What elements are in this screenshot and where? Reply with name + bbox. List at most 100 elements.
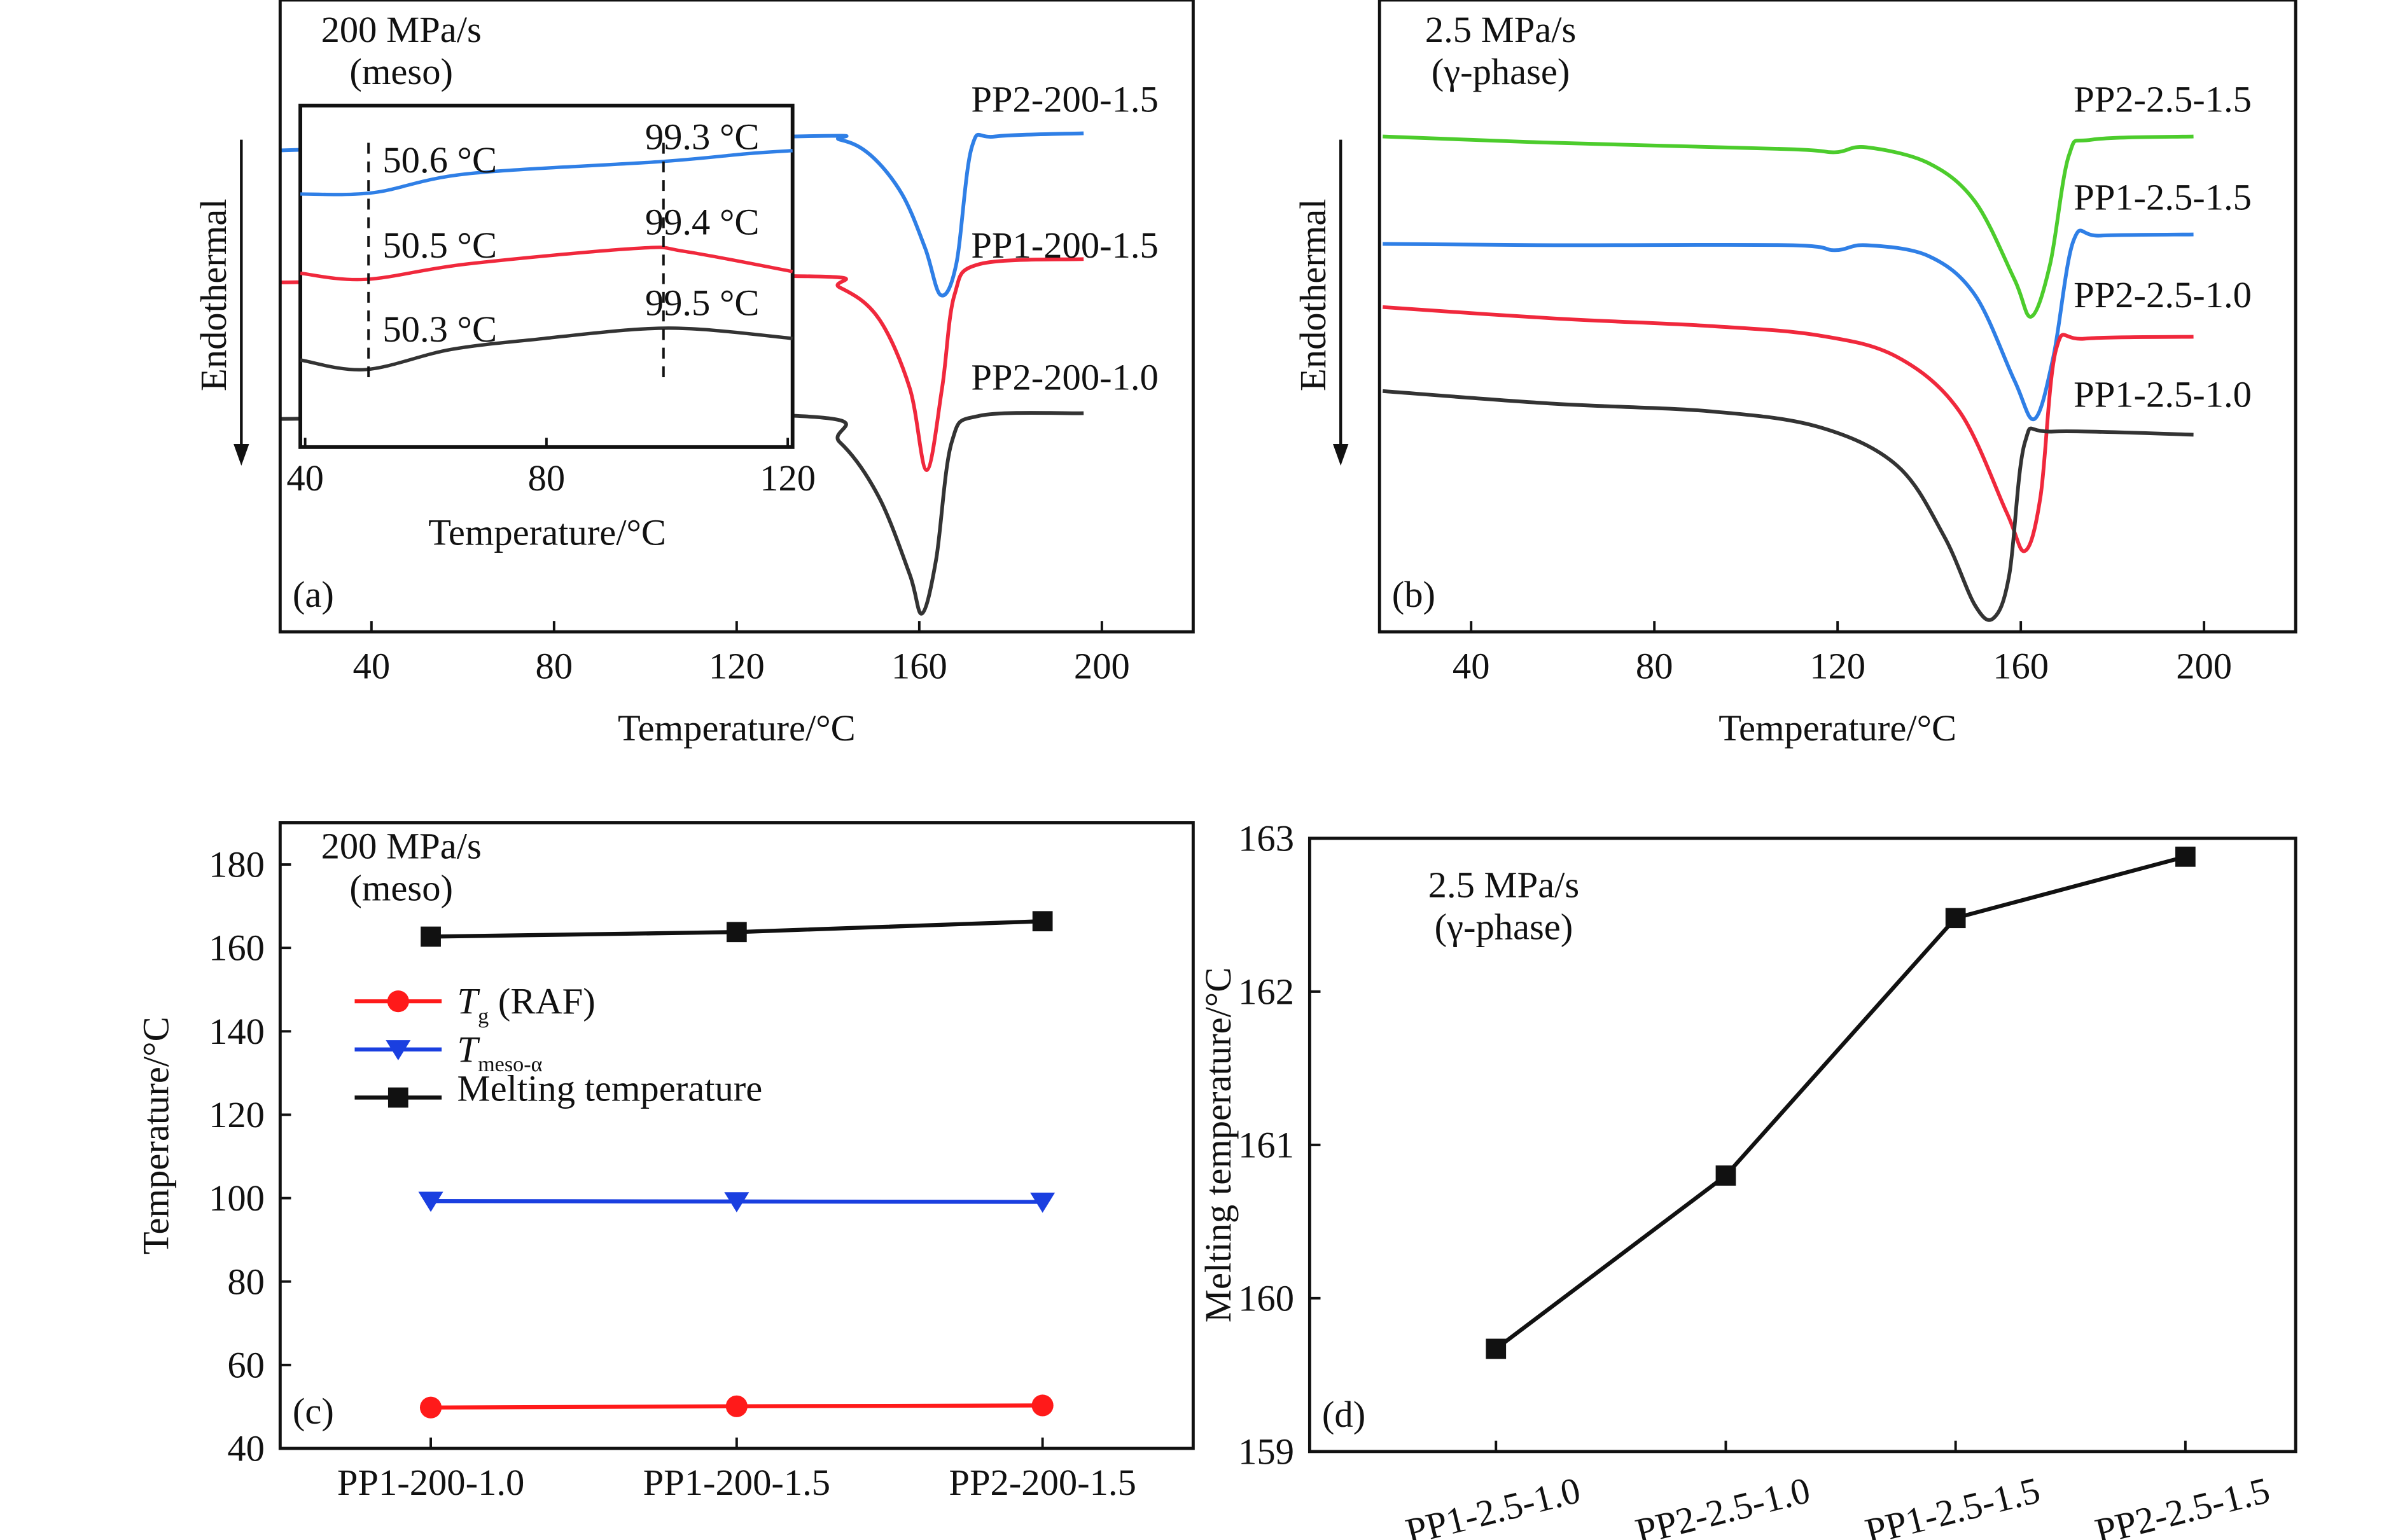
- inset-curve: [300, 246, 793, 282]
- y-axis-label: Melting temperature/°C: [1197, 968, 1239, 1322]
- x-tick-label: 200: [1074, 646, 1130, 687]
- y-axis-label: Endothermal: [193, 198, 234, 391]
- x-axis-label: Temperature/°C: [1718, 707, 1956, 749]
- inset-curve: [300, 149, 793, 197]
- x-tick-label: 160: [1993, 646, 2049, 687]
- x-tick-label: 120: [1809, 646, 1865, 687]
- data-point-square: [1486, 1338, 1507, 1359]
- panel-label: (a): [293, 574, 334, 615]
- data-point-triangle: [1030, 1192, 1056, 1213]
- temperature-annotation: 50.3 °C: [382, 309, 497, 350]
- legend-symbol: T: [457, 1029, 481, 1070]
- temperature-annotation: 50.5 °C: [382, 225, 497, 266]
- y-tick-label: 60: [227, 1344, 265, 1385]
- inset-x-tick-label: 80: [528, 457, 566, 499]
- series-label: PP2-200-1.0: [971, 357, 1158, 398]
- data-point-circle: [1031, 1394, 1054, 1417]
- legend-item: Tmeso-α: [354, 1029, 543, 1076]
- inset-x-axis-label: Temperature/°C: [428, 512, 666, 553]
- x-tick-label: 200: [2176, 646, 2232, 687]
- data-point-square: [421, 926, 441, 947]
- temperature-annotation: 99.3 °C: [645, 116, 760, 157]
- x-tick-label: 80: [536, 646, 573, 687]
- legend-label: Melting temperature: [457, 1067, 763, 1109]
- x-axis-label: Temperature/°C: [618, 707, 856, 749]
- panel-b: PP2-2.5-1.5 PP1-2.5-1.5 PP2-2.5-1.0 PP1-2.5…: [1292, 0, 2297, 749]
- legend-item: Tg (RAF): [354, 981, 596, 1029]
- panel-label: (c): [293, 1391, 334, 1432]
- inset-plot: 50.6 °C 99.3 °C 50.5 °C 99.4 °C 50.3 °C 99.5 …: [286, 104, 816, 553]
- x-tick-label: PP2-200-1.5: [949, 1462, 1136, 1503]
- phase-label: (meso): [349, 868, 453, 909]
- series-label: PP1-200-1.5: [971, 225, 1158, 266]
- y-tick-label: 160: [209, 927, 265, 969]
- condition-label: 2.5 MPa/s: [1428, 864, 1580, 906]
- data-point-square: [726, 922, 747, 943]
- x-tick-label: 160: [891, 646, 947, 687]
- condition-label: 200 MPa/s: [321, 9, 482, 50]
- data-point-square: [1032, 911, 1053, 932]
- temperature-annotation: 99.5 °C: [645, 282, 760, 323]
- dsc-curve-PP2-2.5-1.5: [1383, 134, 2194, 319]
- data-point-square: [1945, 908, 1966, 929]
- panel-c: 40 60 80 100 120 140 160 180 PP1-200-1.0 PP1-200-…: [136, 821, 1195, 1503]
- legend-label: Tmeso-α: [457, 1029, 543, 1076]
- panel-d: 159 160 161 162 163 PP1-2.5-1.0 PP2-2.5-1.0 PP1…: [1197, 817, 2297, 1540]
- data-point-triangle: [724, 1192, 749, 1212]
- series-label: PP2-200-1.5: [971, 79, 1158, 120]
- x-tick-label: PP1-2.5-1.5: [1861, 1469, 2044, 1540]
- y-tick-label: 161: [1238, 1124, 1294, 1165]
- data-point-square: [2175, 846, 2196, 867]
- series-label: PP2-2.5-1.5: [2074, 79, 2252, 120]
- plot-frame: [278, 821, 1195, 1450]
- x-tick-label: PP2-2.5-1.5: [2091, 1469, 2274, 1540]
- inset-curve: [300, 326, 793, 372]
- x-tick-label: PP1-200-1.0: [337, 1462, 524, 1503]
- dsc-curve-PP1-2.5-1.0: [1383, 389, 2194, 622]
- legend-item: Melting temperature: [354, 1067, 762, 1109]
- x-tick-label: 80: [1636, 646, 1673, 687]
- y-tick-label: 40: [227, 1428, 265, 1469]
- inset-x-tick-label: 40: [286, 457, 324, 499]
- x-tick-label: PP2-2.5-1.0: [1631, 1469, 1814, 1540]
- condition-label: 200 MPa/s: [321, 826, 482, 867]
- dsc-curve-PP2-2.5-1.0: [1383, 305, 2194, 553]
- condition-label: 2.5 MPa/s: [1425, 9, 1577, 50]
- y-tick-label: 162: [1238, 971, 1294, 1012]
- series-label: PP1-2.5-1.5: [2074, 176, 2252, 218]
- phase-label: (γ-phase): [1435, 906, 1573, 948]
- y-tick-label: 180: [209, 844, 265, 885]
- x-tick-label: 120: [709, 646, 765, 687]
- panel-label: (b): [1392, 574, 1435, 615]
- phase-label: (meso): [349, 51, 453, 92]
- y-tick-label: 160: [1238, 1277, 1294, 1319]
- y-tick-label: 163: [1238, 817, 1294, 859]
- data-point-triangle: [386, 1040, 411, 1060]
- inset-x-tick-label: 120: [760, 457, 816, 499]
- panel-a: PP2-200-1.5 PP1-200-1.5 PP2-200-1.0 40 80 120…: [193, 0, 1195, 749]
- temperature-annotation: 99.4 °C: [645, 202, 760, 243]
- y-tick-label: 159: [1238, 1431, 1294, 1472]
- temperature-annotation: 50.6 °C: [382, 139, 497, 181]
- y-tick-label: 140: [209, 1011, 265, 1052]
- panel-label: (d): [1322, 1394, 1365, 1435]
- series-label: PP2-2.5-1.0: [2074, 274, 2252, 316]
- data-point-circle: [419, 1396, 442, 1419]
- x-tick-label: 40: [353, 646, 391, 687]
- legend-text: Melting temperature: [457, 1067, 763, 1109]
- arrow-head-icon: [234, 443, 249, 466]
- dsc-curve-PP1-2.5-1.5: [1383, 228, 2194, 422]
- phase-label: (γ-phase): [1432, 51, 1570, 92]
- legend-subscript: g: [478, 1004, 489, 1028]
- series-line: [1495, 854, 2186, 1350]
- legend-subscript: meso-α: [478, 1053, 542, 1076]
- inset-frame: [298, 104, 795, 449]
- y-axis-label: Temperature/°C: [136, 1016, 177, 1254]
- series-label: PP1-2.5-1.0: [2074, 373, 2252, 415]
- y-tick-label: 80: [227, 1261, 265, 1302]
- legend-label: Tg (RAF): [457, 981, 596, 1029]
- arrow-head-icon: [1333, 443, 1349, 466]
- x-tick-label: PP1-2.5-1.0: [1402, 1469, 1584, 1540]
